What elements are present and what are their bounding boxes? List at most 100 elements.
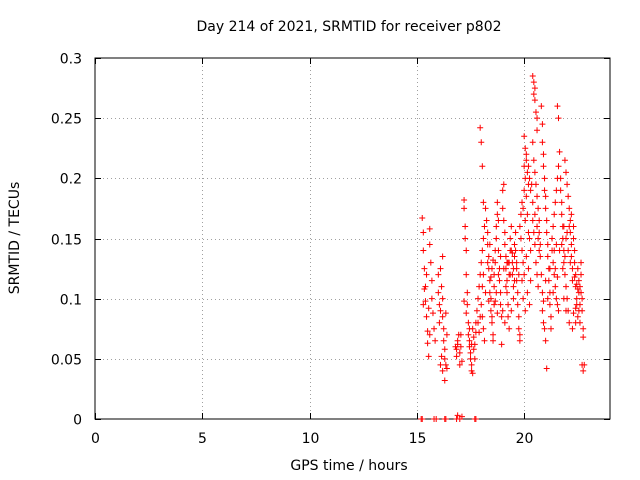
data-point xyxy=(552,283,559,290)
data-point xyxy=(530,229,537,236)
data-point xyxy=(500,217,507,224)
data-point xyxy=(486,277,493,284)
data-point xyxy=(535,235,542,242)
data-point xyxy=(521,271,528,278)
data-point xyxy=(575,307,582,314)
data-point xyxy=(569,277,576,284)
data-point xyxy=(496,277,503,284)
data-point xyxy=(540,298,547,305)
data-point xyxy=(543,217,550,224)
data-point xyxy=(502,253,509,260)
data-point xyxy=(560,259,567,266)
data-point xyxy=(571,274,578,281)
data-point xyxy=(569,265,576,272)
data-point xyxy=(423,271,430,278)
data-point xyxy=(510,265,517,272)
data-point xyxy=(557,187,564,194)
data-point xyxy=(534,193,541,200)
data-point xyxy=(540,151,547,158)
data-point xyxy=(479,247,486,254)
data-point xyxy=(500,265,507,272)
data-point xyxy=(456,349,463,356)
data-point xyxy=(523,253,530,260)
data-point xyxy=(571,247,578,254)
data-point xyxy=(499,187,506,194)
data-point xyxy=(551,247,558,254)
data-point xyxy=(494,211,501,218)
data-point xyxy=(490,257,497,264)
data-point xyxy=(442,361,449,368)
data-point xyxy=(463,247,470,254)
data-point xyxy=(526,301,533,308)
data-point xyxy=(578,259,585,266)
data-point xyxy=(528,181,535,188)
data-point xyxy=(486,289,493,296)
data-point xyxy=(493,235,500,242)
data-point xyxy=(432,337,439,344)
data-point xyxy=(454,412,461,419)
data-point xyxy=(491,301,498,308)
data-point xyxy=(563,169,570,176)
data-point xyxy=(419,215,426,222)
data-point xyxy=(438,353,445,360)
data-point xyxy=(494,310,501,317)
data-point xyxy=(566,205,573,212)
data-point xyxy=(541,187,548,194)
data-point xyxy=(529,139,536,146)
data-point xyxy=(529,73,536,80)
data-point xyxy=(490,331,497,338)
data-point xyxy=(540,319,547,326)
data-point xyxy=(554,301,561,308)
data-point xyxy=(431,325,438,332)
data-point xyxy=(428,277,435,284)
data-point xyxy=(511,253,518,260)
data-point xyxy=(535,283,542,290)
data-point xyxy=(549,235,556,242)
data-point xyxy=(508,307,515,314)
x-axis-title: GPS time / hours xyxy=(290,458,407,474)
data-point xyxy=(570,235,577,242)
data-point xyxy=(576,301,583,308)
data-point xyxy=(566,319,573,326)
data-point xyxy=(580,325,587,332)
data-point xyxy=(546,301,553,308)
data-point xyxy=(552,265,559,272)
data-point xyxy=(563,235,570,242)
data-point xyxy=(478,259,485,266)
data-point xyxy=(541,175,548,182)
data-point xyxy=(555,163,562,170)
data-point xyxy=(563,307,570,314)
data-point xyxy=(561,253,568,260)
y-tick-label: 0.25 xyxy=(51,112,82,128)
data-point xyxy=(508,223,515,230)
data-point xyxy=(461,298,468,305)
data-point xyxy=(501,229,508,236)
data-point xyxy=(540,163,547,170)
data-point xyxy=(458,413,465,420)
data-point xyxy=(534,223,541,230)
data-point xyxy=(546,265,553,272)
data-point xyxy=(539,139,546,146)
data-point xyxy=(419,416,426,422)
data-point xyxy=(495,271,502,278)
data-point xyxy=(487,307,494,314)
data-point xyxy=(516,337,523,344)
data-point xyxy=(465,319,472,326)
data-point xyxy=(463,271,470,278)
data-point xyxy=(507,235,514,242)
data-point xyxy=(441,355,448,362)
data-point xyxy=(568,241,575,248)
data-point xyxy=(553,295,560,302)
data-point xyxy=(578,289,585,296)
data-point xyxy=(516,331,523,338)
data-point xyxy=(486,241,493,248)
data-point xyxy=(435,289,442,296)
data-point xyxy=(424,328,431,335)
data-point xyxy=(433,416,440,422)
data-point xyxy=(453,353,460,360)
data-point xyxy=(443,331,450,338)
data-point xyxy=(423,313,430,320)
data-point xyxy=(526,175,533,182)
data-point xyxy=(464,289,471,296)
data-point xyxy=(574,313,581,320)
